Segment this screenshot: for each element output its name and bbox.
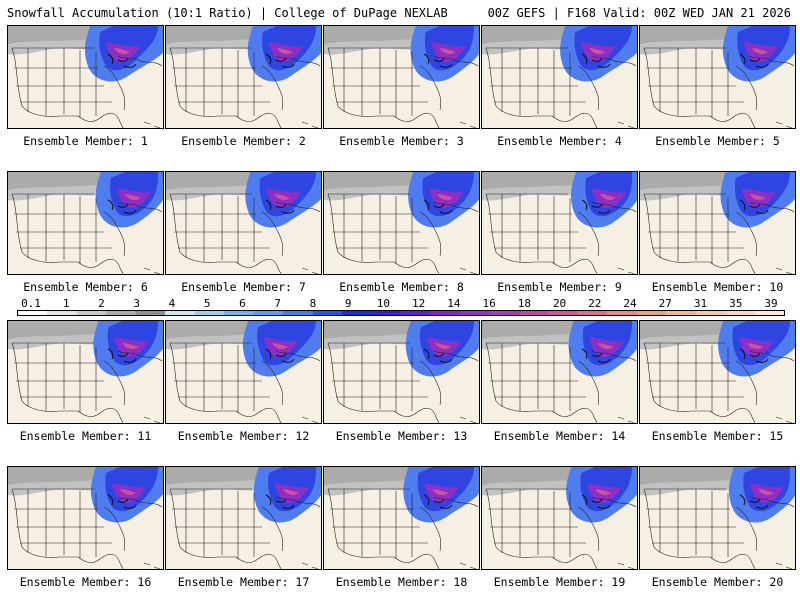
legend-swatch (47, 311, 77, 315)
ensemble-member-map (639, 171, 796, 275)
ensemble-member-map (323, 320, 480, 424)
ensemble-member-map (165, 171, 322, 275)
legend-swatch (577, 311, 608, 315)
legend-tick-label: 18 (517, 297, 531, 310)
legend-tick-label: 4 (168, 297, 176, 310)
legend-tick-label: 10 (376, 297, 390, 310)
legend-tick-label: 31 (693, 297, 708, 310)
legend-tick-label: 9 (344, 297, 352, 310)
ensemble-member-label: Ensemble Member: 17 (177, 575, 310, 589)
ensemble-member-label: Ensemble Member: 1 (23, 134, 148, 148)
legend-swatch (194, 311, 225, 315)
ensemble-member-label: Ensemble Member: 7 (181, 280, 306, 294)
legend-swatch (548, 311, 578, 315)
legend-labels: 0.1 1 2 3 4 5 6 7 8 9 10 12 14 16 18 20 22 24 27 31 35 39 (17, 297, 785, 310)
legend-swatch (371, 311, 402, 315)
ensemble-member-label: Ensemble Member: 3 (339, 134, 464, 148)
legend-tick-label: 7 (274, 297, 281, 310)
ensemble-member-label: Ensemble Member: 6 (23, 280, 148, 294)
legend-swatch (636, 311, 667, 315)
legend-swatch (76, 311, 107, 315)
ensemble-member-map (7, 25, 164, 129)
ensemble-member-map (481, 25, 638, 129)
ensemble-member-map (481, 466, 638, 570)
ensemble-member-label: Ensemble Member: 4 (497, 134, 622, 148)
ensemble-member-label: Ensemble Member: 11 (19, 429, 152, 443)
ensemble-member-map (481, 171, 638, 275)
legend-swatch (342, 311, 372, 315)
ensemble-member-label: Ensemble Member: 13 (335, 429, 468, 443)
legend-tick-label: 8 (309, 297, 317, 310)
legend-color-bar (17, 310, 785, 316)
legend-swatch (695, 311, 726, 315)
legend-tick-label: 12 (411, 297, 426, 310)
ensemble-member-map (639, 25, 796, 129)
ensemble-member-label: Ensemble Member: 5 (655, 134, 780, 148)
snowfall-legend: 0.1 1 2 3 4 5 6 7 8 9 10 12 14 16 18 20 22 24 27 31 35 39 (17, 297, 785, 316)
legend-swatch (607, 311, 637, 315)
ensemble-member-label: Ensemble Member: 8 (339, 280, 464, 294)
legend-swatch (283, 311, 313, 315)
ensemble-member-label: Ensemble Member: 12 (177, 429, 310, 443)
legend-swatch (430, 311, 461, 315)
legend-tick-label: 6 (239, 297, 246, 310)
ensemble-member-map (639, 466, 796, 570)
legend-tick-label: 0.1 (21, 297, 41, 310)
legend-swatch (18, 311, 48, 315)
ensemble-member-map (481, 320, 638, 424)
legend-swatch (106, 311, 136, 315)
map-title: Snowfall Accumulation (10:1 Ratio) | Col… (7, 6, 448, 20)
legend-swatch (754, 311, 785, 315)
ensemble-member-map (323, 25, 480, 129)
legend-swatch (489, 311, 519, 315)
legend-tick-label: 35 (729, 297, 743, 310)
legend-swatch (312, 311, 343, 315)
legend-swatch (401, 311, 431, 315)
ensemble-member-label: Ensemble Member: 2 (181, 134, 306, 148)
legend-tick-label: 27 (658, 297, 672, 310)
ensemble-member-map (7, 171, 164, 275)
ensemble-member-map (639, 320, 796, 424)
legend-swatch (135, 311, 166, 315)
ensemble-member-label: Ensemble Member: 19 (493, 575, 626, 589)
ensemble-member-label: Ensemble Member: 20 (651, 575, 784, 589)
legend-swatch (253, 311, 284, 315)
legend-swatch (224, 311, 254, 315)
legend-tick-label: 24 (623, 297, 637, 310)
ensemble-member-map (323, 171, 480, 275)
ensemble-member-label: Ensemble Member: 16 (19, 575, 152, 589)
ensemble-member-label: Ensemble Member: 14 (493, 429, 626, 443)
ensemble-member-map (165, 466, 322, 570)
legend-swatch (518, 311, 549, 315)
ensemble-member-map (165, 25, 322, 129)
ensemble-member-label: Ensemble Member: 18 (335, 575, 468, 589)
legend-tick-label: 5 (203, 297, 211, 310)
ensemble-member-label: Ensemble Member: 10 (651, 280, 784, 294)
legend-swatch (725, 311, 755, 315)
ensemble-member-label: Ensemble Member: 15 (651, 429, 784, 443)
ensemble-member-map (323, 466, 480, 570)
legend-tick-label: 16 (482, 297, 496, 310)
legend-tick-label: 20 (552, 297, 567, 310)
legend-tick-label: 1 (62, 297, 70, 310)
ensemble-member-label: Ensemble Member: 9 (497, 280, 622, 294)
legend-swatch (165, 311, 195, 315)
ensemble-member-map (7, 320, 164, 424)
legend-tick-label: 22 (588, 297, 602, 310)
legend-swatch (666, 311, 696, 315)
model-run-info: 00Z GEFS | F168 Valid: 00Z WED JAN 21 20… (487, 6, 791, 20)
legend-tick-label: 3 (133, 297, 141, 310)
legend-tick-label: 39 (764, 297, 778, 310)
ensemble-member-map (7, 466, 164, 570)
ensemble-member-map (165, 320, 322, 424)
legend-tick-label: 2 (98, 297, 105, 310)
legend-swatch (460, 311, 490, 315)
legend-tick-label: 14 (447, 297, 461, 310)
